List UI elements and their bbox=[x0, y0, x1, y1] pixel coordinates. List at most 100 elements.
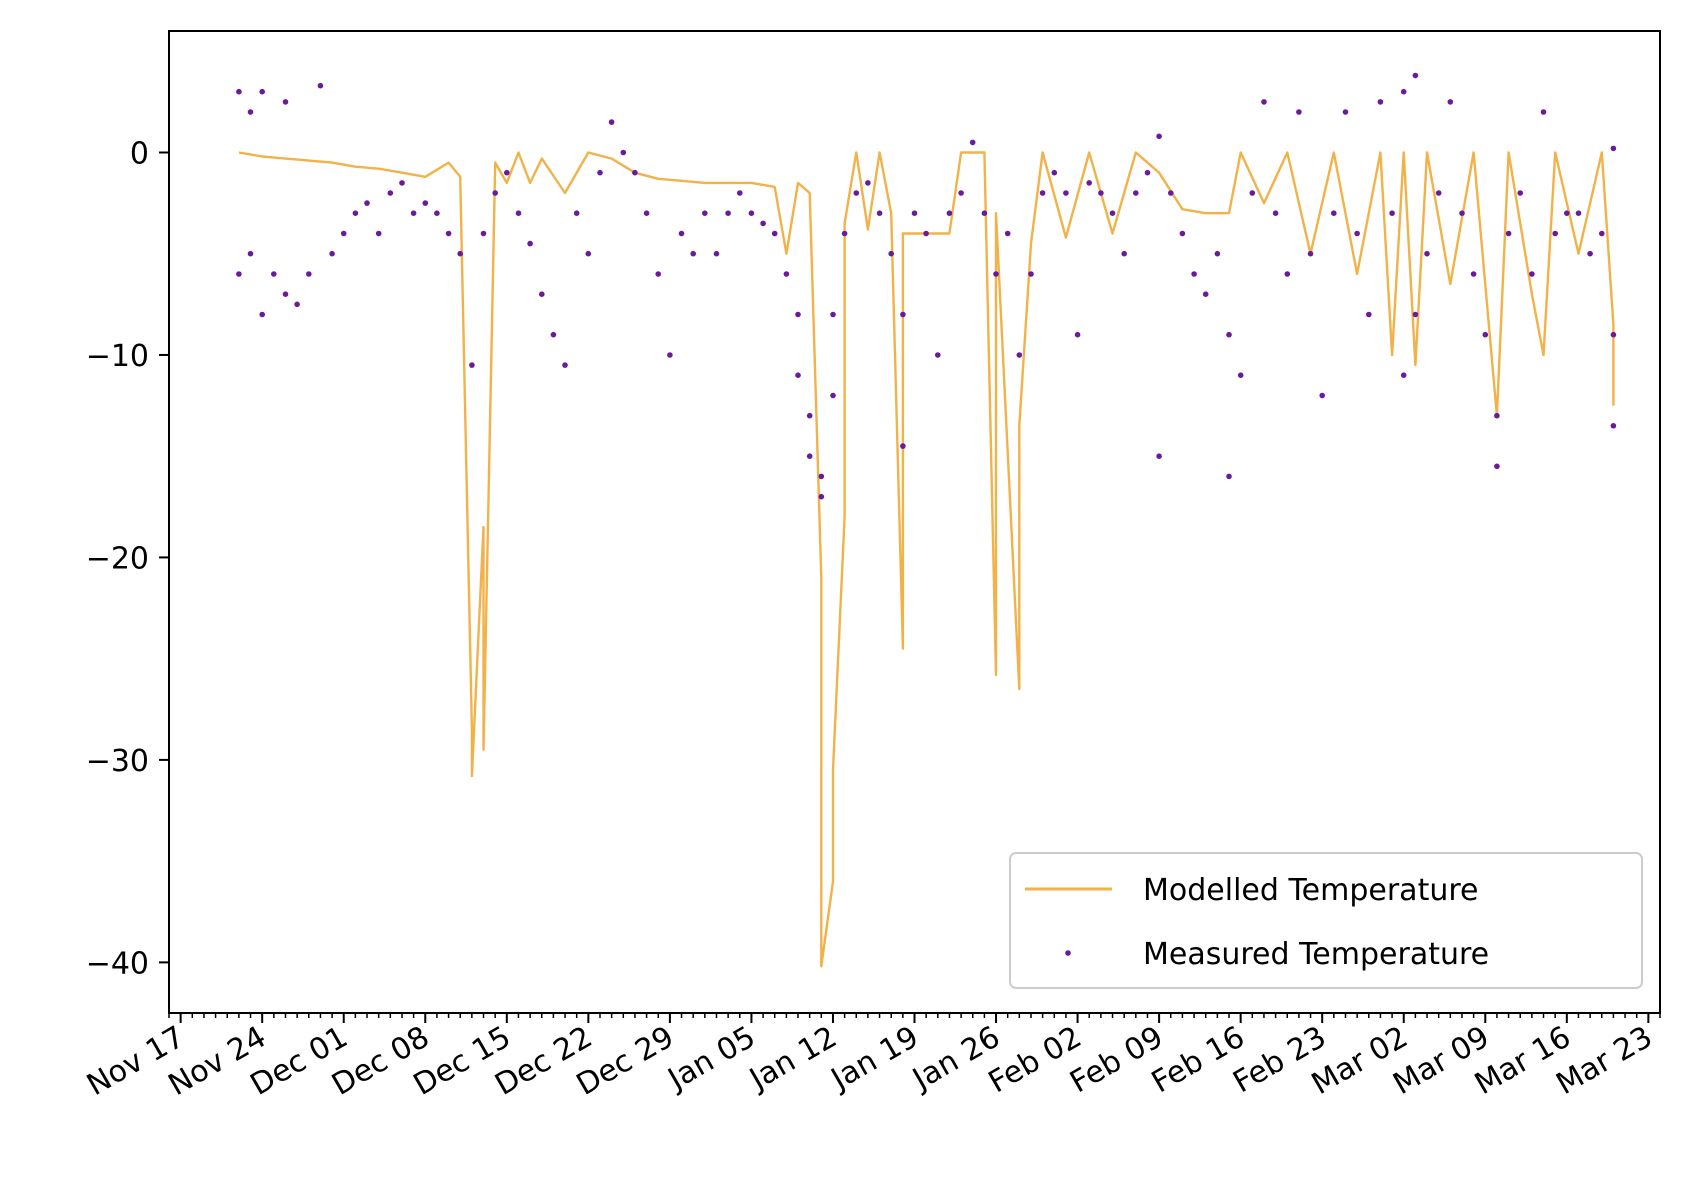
measured-temperature-point bbox=[1168, 190, 1174, 196]
measured-temperature-point bbox=[1319, 392, 1325, 399]
measured-temperature-point bbox=[1552, 230, 1558, 237]
measured-temperature-point bbox=[387, 190, 394, 196]
measured-temperature-point bbox=[1296, 109, 1302, 115]
measured-temperature-point bbox=[667, 352, 673, 358]
measured-temperature-point bbox=[818, 493, 825, 500]
measured-temperature-point bbox=[1505, 230, 1512, 237]
measured-temperature-point bbox=[1004, 230, 1011, 237]
measured-temperature-point bbox=[1179, 230, 1186, 237]
measured-temperature-point bbox=[1424, 250, 1430, 257]
measured-temperature-point bbox=[690, 250, 696, 257]
measured-temperature-point bbox=[958, 190, 964, 196]
measured-temperature-point bbox=[1342, 109, 1349, 115]
measured-temperature-point bbox=[515, 210, 522, 216]
measured-temperature-point bbox=[876, 210, 883, 216]
measured-temperature-point bbox=[1086, 180, 1092, 186]
measured-temperature-point bbox=[1098, 190, 1104, 196]
measured-temperature-point bbox=[1400, 88, 1407, 95]
measured-temperature-point bbox=[317, 82, 324, 89]
measured-temperature-point bbox=[271, 271, 277, 277]
measured-temperature-point bbox=[1331, 210, 1337, 216]
measured-temperature-point bbox=[865, 180, 871, 186]
measured-temperature-point bbox=[771, 230, 778, 237]
measured-temperature-point bbox=[375, 230, 382, 237]
measured-temperature-point bbox=[632, 169, 638, 176]
y-tick-label: 0 bbox=[130, 136, 149, 171]
measured-temperature-point bbox=[1051, 169, 1058, 176]
measured-temperature-point bbox=[830, 311, 836, 318]
measured-temperature-point bbox=[469, 362, 475, 368]
measured-temperature-point bbox=[1377, 99, 1384, 105]
measured-temperature-point bbox=[492, 190, 499, 196]
measured-temperature-point bbox=[340, 230, 347, 237]
measured-temperature-point bbox=[900, 311, 906, 318]
measured-temperature-point bbox=[981, 210, 988, 216]
measured-temperature-point bbox=[1226, 331, 1232, 338]
measured-temperature-point bbox=[888, 250, 894, 257]
measured-temperature-point bbox=[713, 250, 720, 257]
measured-temperature-point bbox=[1133, 190, 1139, 196]
measured-temperature-point bbox=[1028, 271, 1034, 277]
measured-temperature-point bbox=[539, 291, 545, 298]
measured-temperature-point bbox=[1284, 271, 1291, 277]
measured-temperature-point bbox=[1494, 412, 1500, 419]
measured-temperature-point bbox=[434, 210, 440, 216]
measured-temperature-point bbox=[830, 392, 836, 399]
measured-temperature-point bbox=[1389, 210, 1395, 216]
legend-measured-swatch bbox=[1065, 950, 1071, 956]
measured-temperature-point bbox=[1109, 210, 1116, 216]
measured-temperature-point bbox=[1249, 190, 1256, 196]
measured-temperature-point bbox=[1272, 210, 1279, 216]
y-tick-label: −40 bbox=[86, 946, 149, 981]
measured-temperature-point bbox=[655, 271, 661, 277]
plot-area bbox=[236, 72, 1617, 968]
y-tick-label: −30 bbox=[86, 744, 149, 779]
y-tick-label: −10 bbox=[86, 339, 149, 374]
measured-temperature-point bbox=[806, 453, 813, 460]
measured-temperature-point bbox=[900, 443, 906, 449]
legend-measured-label: Measured Temperature bbox=[1143, 937, 1489, 972]
measured-temperature-point bbox=[1459, 210, 1465, 216]
measured-temperature-point bbox=[445, 230, 452, 237]
measured-temperature-point bbox=[1307, 250, 1314, 257]
measured-temperature-point bbox=[935, 352, 941, 358]
legend-box bbox=[1009, 852, 1643, 989]
measured-temperature-point bbox=[1575, 210, 1582, 216]
measured-temperature-point bbox=[597, 169, 603, 176]
measured-temperature-point bbox=[1412, 72, 1419, 79]
measured-temperature-point bbox=[1470, 271, 1477, 277]
measured-temperature-point bbox=[294, 301, 300, 308]
measured-temperature-point bbox=[1366, 311, 1372, 318]
measured-temperature-point bbox=[399, 180, 405, 186]
measured-temperature-point bbox=[1144, 169, 1151, 176]
measured-temperature-point bbox=[1400, 372, 1407, 379]
measured-temperature-point bbox=[841, 230, 848, 237]
measured-temperature-point bbox=[795, 372, 801, 379]
measured-temperature-point bbox=[806, 412, 813, 419]
measured-temperature-point bbox=[1074, 331, 1081, 338]
measured-temperature-point bbox=[282, 291, 289, 298]
measured-temperature-point bbox=[1202, 291, 1209, 298]
measured-temperature-point bbox=[1482, 331, 1489, 338]
measured-temperature-point bbox=[562, 362, 568, 368]
measured-temperature-point bbox=[1435, 190, 1442, 196]
measured-temperature-point bbox=[364, 200, 370, 206]
measured-temperature-point bbox=[352, 210, 359, 216]
measured-temperature-point bbox=[1610, 423, 1617, 429]
y-tick-label: −20 bbox=[86, 541, 149, 576]
measured-temperature-point bbox=[702, 210, 708, 216]
measured-temperature-point bbox=[1016, 352, 1023, 358]
legend: Modelled Temperature Measured Temperatur… bbox=[1009, 852, 1643, 989]
measured-temperature-point bbox=[1599, 230, 1605, 237]
measured-temperature-point bbox=[1610, 145, 1617, 152]
measured-temperature-point bbox=[247, 250, 254, 257]
measured-temperature-point bbox=[306, 271, 312, 277]
measured-temperature-point bbox=[1237, 372, 1244, 379]
measured-temperature-point bbox=[1354, 230, 1360, 237]
measured-temperature-point bbox=[259, 311, 266, 318]
measured-temperature-point bbox=[1261, 99, 1267, 105]
measured-temperature-point bbox=[946, 210, 953, 216]
measured-temperature-point bbox=[1156, 453, 1162, 460]
measured-temperature-point bbox=[1447, 99, 1454, 105]
